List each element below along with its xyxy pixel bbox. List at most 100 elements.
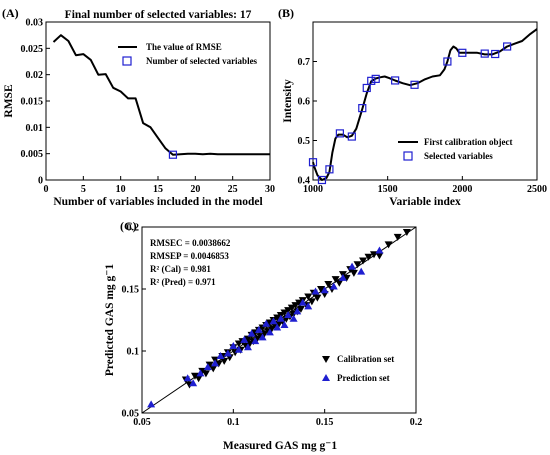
panel-c-legend-prediction: Prediction set xyxy=(337,373,390,383)
panel-c-calibration-point xyxy=(295,299,304,307)
panel-c-annotation-rmsec: RMSEC = 0.0038662 xyxy=(150,238,231,248)
panel-b-y-tick-label: 0.7 xyxy=(298,57,311,68)
panel-c-y-tick-label: 0.05 xyxy=(122,409,140,420)
panel-c-legend-calibration-swatch xyxy=(322,356,330,363)
panel-c-calibration-point xyxy=(194,375,203,383)
panel-a-selected-point xyxy=(168,150,178,159)
panel-c-calibration-point xyxy=(291,302,300,310)
panel-c-prediction-chart: (C) 0.05 0.1 0.15 0.2 0.05 0.1 0.15 0.2 Measur… xyxy=(104,219,422,452)
panel-c-calibration-point xyxy=(253,335,262,343)
panel-c-prediction-point xyxy=(276,314,285,322)
panel-b-label: (B) xyxy=(278,6,294,20)
panel-b-selected-point xyxy=(347,132,356,141)
panel-c-legend-prediction-swatch xyxy=(322,374,330,381)
panel-c-annotation-r2-pred: R² (Pred) = 0.971 xyxy=(150,277,216,287)
panel-c-prediction-point xyxy=(262,319,271,327)
panel-a-x-tick-label: 25 xyxy=(228,184,238,195)
panel-a-y-axis-label: RMSE xyxy=(3,84,15,118)
panel-b-selected-point xyxy=(362,83,371,93)
panel-b-selected-point xyxy=(443,57,452,66)
panel-b-selected-point xyxy=(410,80,419,89)
panel-b-series-line xyxy=(312,28,538,181)
panel-c-y-tick-label: 0.1 xyxy=(127,347,140,358)
panel-c-y-tick-label: 0.2 xyxy=(127,223,140,234)
panel-c-calibration-point xyxy=(317,286,326,293)
panel-c-calibration-point xyxy=(190,372,199,380)
panel-b-selected-point xyxy=(308,158,318,167)
panel-c-calibration-point xyxy=(220,357,229,365)
panel-b-selected-point xyxy=(367,76,376,85)
panel-c-prediction-point xyxy=(273,323,282,331)
panel-c-x-axis-label: Measured GAS mg g⁻1 xyxy=(223,440,337,452)
panel-c-calibration-point xyxy=(307,298,316,306)
panel-c-calibration-point xyxy=(209,365,218,373)
panel-c-x-tick-label: 0.05 xyxy=(133,417,151,428)
panel-c-prediction-point xyxy=(269,317,278,325)
panel-c-prediction-point xyxy=(298,298,307,306)
panel-a-x-tick-label: 20 xyxy=(190,184,200,195)
panel-c-calibration-point xyxy=(313,294,322,302)
panel-b-selected-point xyxy=(503,42,512,51)
panel-b-x-ticks: 1000 1500 2000 2500 xyxy=(303,176,547,195)
panel-c-y-axis-label: Predicted GAS mg g⁻1 xyxy=(104,264,116,376)
panel-c-prediction-point xyxy=(329,282,338,290)
panel-c-prediction-point xyxy=(243,343,252,351)
panel-c-calibration-point xyxy=(402,228,411,236)
panel-b-legend-square-swatch xyxy=(403,151,413,161)
panel-c-annotations: RMSEC = 0.0038662 RMSEP = 0.0046853 R² (… xyxy=(150,238,231,287)
panel-a-y-tick-label: 0.015 xyxy=(21,97,44,108)
panel-b-y-axis-label: Intensity xyxy=(282,79,294,123)
panel-c-calibration-point xyxy=(342,274,351,282)
panel-c-calibration-point xyxy=(280,309,289,317)
panel-c-prediction-point xyxy=(265,328,274,336)
panel-b-x-tick-label: 1500 xyxy=(378,184,398,195)
panel-b-y-tick-label: 0.6 xyxy=(298,97,311,108)
panel-a-label: (A) xyxy=(2,6,19,20)
panel-a-y-tick-label: 0.01 xyxy=(26,123,44,134)
panel-b-legend-curve: First calibration object xyxy=(424,137,512,147)
panel-b-selected-point xyxy=(371,74,380,83)
panel-c-y-tick-label: 0.15 xyxy=(122,285,140,296)
panel-c-prediction-point xyxy=(304,302,313,310)
panel-c-prediction-point xyxy=(183,374,192,382)
panel-c-prediction-point xyxy=(284,311,293,319)
panel-c-calibration-point xyxy=(201,370,210,378)
panel-b-legend: First calibration object Selected variab… xyxy=(398,137,512,161)
panel-c-prediction-point xyxy=(203,363,212,371)
panel-c-annotation-rmsep: RMSEP = 0.0046853 xyxy=(150,251,229,261)
panel-c-prediction-point xyxy=(258,333,267,341)
panel-c-calibration-point xyxy=(353,261,362,269)
panel-b-selected-point xyxy=(317,175,327,185)
panel-a-y-tick-label: 0.005 xyxy=(21,149,44,160)
panel-c-calibration-point xyxy=(205,361,214,369)
panel-c-prediction-point xyxy=(348,262,357,270)
panel-c-calibration-point xyxy=(375,252,384,260)
panel-a-series-line xyxy=(52,34,270,156)
panel-a-y-ticks: 0 0.005 0.01 0.015 0.02 0.025 0.03 xyxy=(21,18,50,187)
panel-c-prediction-point xyxy=(280,320,289,328)
panel-a-y-tick-label: 0.025 xyxy=(21,44,44,55)
panel-b-y-ticks: 0.4 0.5 0.6 0.7 xyxy=(298,57,317,187)
panel-b-selected-point xyxy=(480,49,489,58)
panel-a-legend: The value of RMSE Number of selected var… xyxy=(118,42,258,66)
panel-c-x-tick-label: 0.15 xyxy=(316,417,334,428)
panel-a-rmse-chart: (A) Final number of selected variables: … xyxy=(2,6,275,208)
panel-c-prediction-point xyxy=(189,379,198,387)
panel-b-selected-point xyxy=(335,129,344,138)
panel-c-x-tick-label: 0.1 xyxy=(227,417,240,428)
panel-c-label: (C) xyxy=(120,219,137,233)
panel-c-prediction-point xyxy=(223,349,232,357)
panel-c-marks xyxy=(141,226,417,414)
panel-c-calibration-point xyxy=(335,279,344,287)
panel-c-prediction-point xyxy=(247,329,256,337)
panel-c-prediction-point xyxy=(240,335,249,343)
panel-c-x-tick-label: 0.2 xyxy=(410,417,423,428)
panel-c-prediction-point xyxy=(229,342,238,350)
panel-c-calibration-point xyxy=(214,360,223,368)
panel-c-calibration-point xyxy=(275,320,283,328)
panel-b-selected-point xyxy=(358,104,367,113)
panel-a-x-tick-label: 30 xyxy=(265,184,275,195)
panel-c-calibration-point xyxy=(324,281,333,289)
panel-c-calibration-point xyxy=(304,293,313,301)
